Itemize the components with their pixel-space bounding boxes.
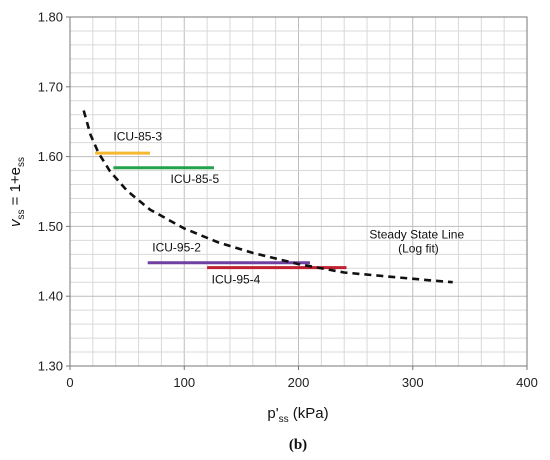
y-axis-title-main: v (7, 218, 24, 227)
series-label-icu-85-3: ICU-85-3 (113, 130, 162, 144)
series-label-icu-95-4: ICU-95-4 (212, 273, 261, 287)
y-tick-label: 1.80 (38, 10, 63, 25)
y-tick-label: 1.40 (38, 289, 63, 304)
y-tick-label: 1.50 (38, 219, 63, 234)
grid (69, 16, 528, 367)
steady-state-label-line1: Steady State Line (369, 227, 464, 241)
series-labels: ICU-85-3 ICU-85-5 ICU-95-2 ICU-95-4 (113, 130, 260, 287)
series-label-icu-85-5: ICU-85-5 (171, 172, 220, 186)
y-tick-labels: 1.30 1.40 1.50 1.60 1.70 1.80 (38, 10, 70, 374)
y-axis-title-sub2: ss (16, 157, 27, 167)
steady-state-label: Steady State Line (Log fit) (369, 227, 467, 255)
x-axis-title-main: p' (267, 405, 278, 422)
y-axis-title: vss = 1+ess (7, 157, 27, 227)
series-label-icu-95-2: ICU-95-2 (152, 241, 201, 255)
series (82, 110, 453, 284)
x-axis-title: p'ss (kPa) (267, 405, 328, 425)
x-axis-title-rest: (kPa) (289, 405, 329, 422)
x-tick-label: 300 (402, 375, 424, 390)
y-tick-label: 1.70 (38, 79, 63, 94)
x-tick-label: 100 (173, 375, 195, 390)
y-tick-label: 1.30 (38, 359, 63, 374)
x-tick-label: 200 (288, 375, 310, 390)
x-axis-title-sub: ss (279, 414, 289, 425)
y-axis-title-sub: ss (16, 210, 27, 220)
x-tick-label: 0 (66, 375, 73, 390)
steady-state-label-line2: (Log fit) (398, 241, 439, 255)
y-axis-title-mid: = 1+e (7, 167, 24, 210)
figure-caption: (b) (289, 437, 307, 453)
y-tick-label: 1.60 (38, 149, 63, 164)
x-tick-label: 400 (516, 375, 538, 390)
x-tick-labels: 0 100 200 300 400 (66, 366, 538, 390)
steady-state-line (82, 110, 453, 284)
